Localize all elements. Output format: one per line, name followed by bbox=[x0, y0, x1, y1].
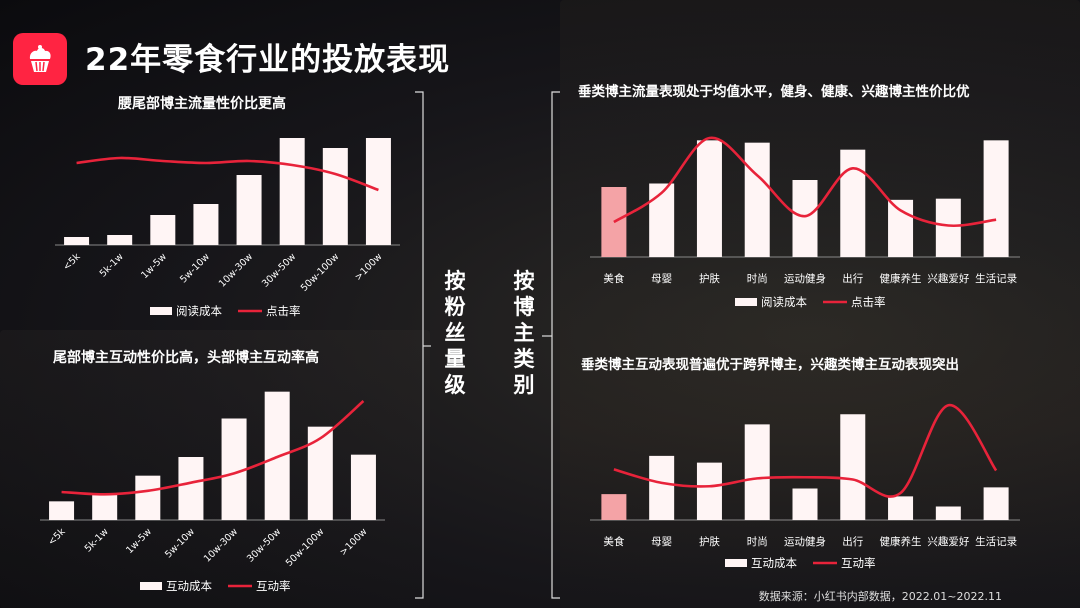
x-tick-label: 30w-50w bbox=[260, 251, 298, 289]
legend-label: 互动率 bbox=[256, 579, 291, 593]
x-tick-label: 母婴 bbox=[651, 273, 672, 285]
x-tick-label: <5k bbox=[61, 251, 83, 273]
cupcake-icon bbox=[13, 33, 67, 85]
bar bbox=[744, 424, 770, 520]
x-tick-label: >100w bbox=[338, 526, 370, 558]
x-tick-label: 生活记录 bbox=[975, 272, 1017, 285]
bar bbox=[649, 455, 675, 520]
x-tick-label: 5k-1w bbox=[83, 526, 111, 554]
legend-bar-swatch bbox=[150, 307, 172, 315]
x-tick-label: 出行 bbox=[842, 535, 863, 548]
x-tick-label: 时尚 bbox=[747, 535, 768, 548]
x-tick-label: 健康养生 bbox=[880, 272, 922, 285]
x-tick-label: 5w-10w bbox=[163, 526, 197, 560]
x-tick-label: 时尚 bbox=[747, 272, 768, 285]
legend-label: 点击率 bbox=[851, 295, 886, 309]
x-tick-label: 母婴 bbox=[651, 536, 672, 548]
bar bbox=[983, 487, 1009, 520]
chart-title: 尾部博主互动性价比高，头部博主互动率高 bbox=[53, 350, 319, 366]
x-tick-label: <5k bbox=[46, 526, 68, 548]
legend-bar-swatch bbox=[725, 559, 747, 567]
x-tick-label: 美食 bbox=[603, 272, 624, 285]
bar bbox=[696, 140, 722, 257]
x-tick-label: 美食 bbox=[603, 535, 624, 548]
legend-label: 互动成本 bbox=[751, 556, 797, 570]
x-tick-label: 50w-100w bbox=[284, 526, 327, 569]
bar bbox=[135, 475, 161, 520]
x-tick-label: 运动健身 bbox=[784, 535, 826, 548]
x-tick-label: 运动健身 bbox=[784, 272, 826, 285]
chart-fans-reading: <5k 5k-1w 1w-5w 5w-10w 10w-30w 30w-50w 50w-100… bbox=[55, 138, 400, 318]
bar bbox=[107, 235, 133, 245]
left-group-label: 按粉丝量级 bbox=[444, 269, 466, 397]
x-tick-label: 50w-100w bbox=[299, 251, 342, 294]
bar bbox=[322, 148, 348, 245]
chart-title: 腰尾部博主流量性价比更高 bbox=[118, 96, 286, 112]
bar bbox=[840, 414, 866, 520]
chart-title: 垂类博主互动表现普遍优于跨界博主，兴趣类博主互动表现突出 bbox=[581, 357, 959, 373]
x-tick-label: 10w-30w bbox=[202, 526, 240, 564]
bar bbox=[193, 204, 219, 245]
x-tick-label: 30w-50w bbox=[245, 526, 283, 564]
bar bbox=[888, 199, 914, 257]
right-group-label: 按博主类别 bbox=[513, 269, 535, 397]
bar bbox=[744, 142, 770, 257]
bar bbox=[49, 501, 75, 520]
legend-bar-swatch bbox=[735, 298, 757, 306]
bar bbox=[365, 138, 391, 245]
x-tick-label: 护肤 bbox=[699, 535, 720, 548]
x-tick-label: 生活记录 bbox=[975, 535, 1017, 548]
x-tick-label: 5w-10w bbox=[178, 251, 212, 285]
page-title: 22年零食行业的投放表现 bbox=[85, 42, 451, 78]
series-line bbox=[61, 400, 365, 496]
x-tick-label: 健康养生 bbox=[880, 535, 922, 548]
series-line bbox=[76, 156, 379, 192]
x-tick-label: 兴趣爱好 bbox=[927, 535, 969, 548]
x-tick-label: 出行 bbox=[842, 272, 863, 285]
x-tick-label: 1w-5w bbox=[139, 251, 169, 281]
x-tick-label: 5k-1w bbox=[98, 251, 126, 279]
bar bbox=[935, 506, 961, 520]
left-bracket bbox=[415, 91, 431, 599]
bar bbox=[601, 494, 627, 520]
data-source: 数据来源：小红书内部数据，2022.01~2022.11 bbox=[758, 590, 1002, 603]
x-tick-label: 10w-30w bbox=[217, 251, 255, 289]
bar bbox=[307, 426, 333, 520]
bar bbox=[792, 488, 818, 520]
bar bbox=[792, 180, 818, 257]
x-tick-label: 兴趣爱好 bbox=[927, 272, 969, 285]
bar bbox=[279, 138, 305, 245]
bar bbox=[649, 183, 675, 257]
right-bracket bbox=[542, 91, 560, 599]
bar bbox=[350, 454, 376, 520]
bar bbox=[840, 149, 866, 257]
legend-label: 互动成本 bbox=[166, 579, 212, 593]
bar bbox=[983, 140, 1009, 257]
legend-label: 互动率 bbox=[841, 556, 876, 570]
legend-label: 阅读成本 bbox=[761, 295, 807, 309]
legend-bar-swatch bbox=[140, 582, 162, 590]
bar bbox=[150, 215, 176, 245]
legend-label: 点击率 bbox=[266, 304, 301, 318]
legend-label: 阅读成本 bbox=[176, 304, 222, 318]
bar bbox=[64, 237, 90, 245]
bar bbox=[696, 462, 722, 520]
x-tick-label: 1w-5w bbox=[124, 526, 154, 556]
bar bbox=[178, 457, 204, 520]
chart-fans-interaction: <5k 5k-1w 1w-5w 5w-10w 10w-30w 30w-50w 50w-100… bbox=[40, 391, 385, 593]
x-tick-label: >100w bbox=[353, 251, 385, 283]
bar bbox=[236, 175, 262, 245]
series-line bbox=[613, 136, 997, 228]
bar bbox=[92, 494, 118, 520]
x-tick-label: 护肤 bbox=[699, 272, 720, 285]
bar bbox=[935, 198, 961, 257]
chart-title: 垂类博主流量表现处于均值水平，健身、健康、兴趣博主性价比优 bbox=[578, 84, 970, 100]
bar bbox=[888, 496, 914, 520]
series-line bbox=[613, 403, 998, 498]
